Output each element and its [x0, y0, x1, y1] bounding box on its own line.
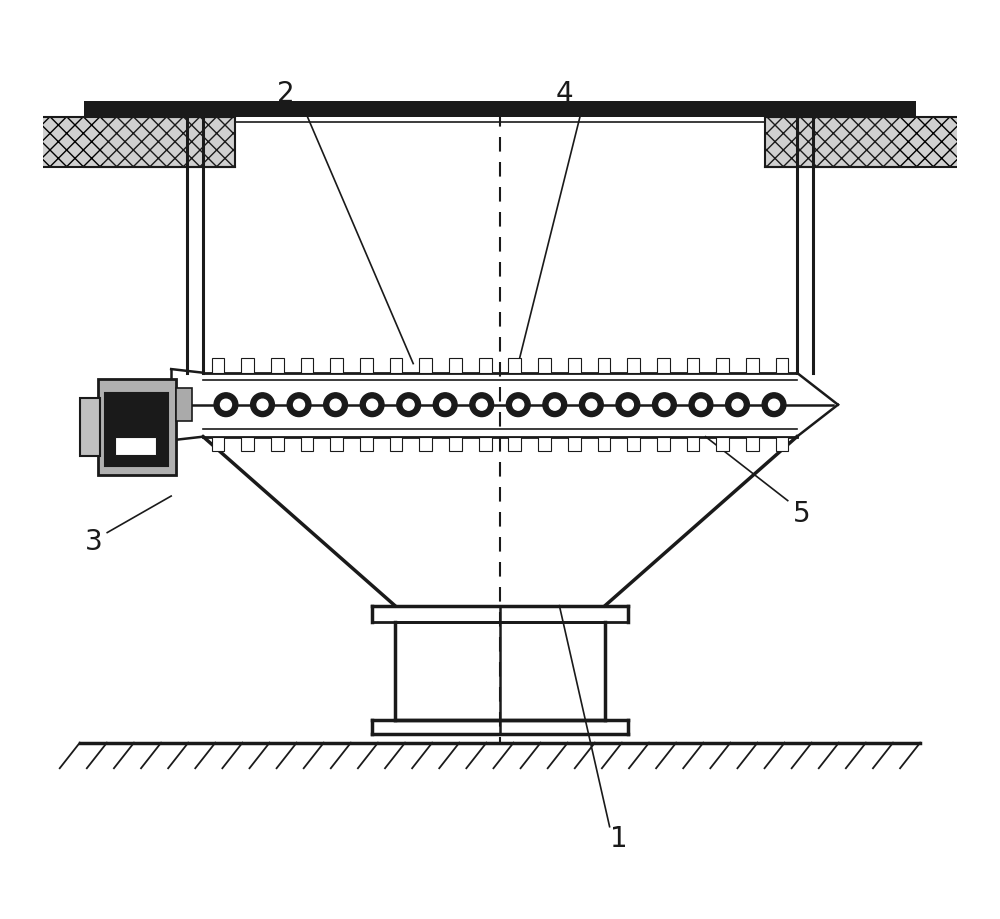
Circle shape — [513, 399, 524, 410]
Bar — [776, 358, 788, 373]
Bar — [627, 358, 640, 373]
Bar — [776, 437, 788, 451]
Bar — [301, 358, 313, 373]
Bar — [241, 437, 254, 451]
Bar — [105, 392, 168, 466]
Text: 3: 3 — [85, 528, 102, 556]
Bar — [627, 437, 640, 451]
Circle shape — [579, 392, 603, 416]
Bar — [43, 117, 103, 167]
Bar — [568, 437, 581, 451]
Bar — [98, 380, 176, 475]
Circle shape — [762, 392, 786, 416]
Bar — [508, 358, 521, 373]
Bar — [241, 358, 254, 373]
Circle shape — [506, 392, 530, 416]
Bar — [508, 437, 521, 451]
Bar — [360, 358, 373, 373]
Bar — [538, 437, 551, 451]
Bar — [716, 437, 729, 451]
Text: 1: 1 — [610, 824, 628, 853]
Circle shape — [214, 392, 238, 416]
Bar — [115, 437, 156, 455]
Bar — [657, 358, 670, 373]
Circle shape — [653, 392, 676, 416]
Bar — [390, 358, 402, 373]
Text: 4: 4 — [555, 80, 573, 108]
Bar — [419, 358, 432, 373]
Bar — [746, 358, 759, 373]
Circle shape — [287, 392, 311, 416]
Bar — [212, 358, 224, 373]
Bar — [84, 117, 235, 167]
Circle shape — [659, 399, 670, 410]
Bar — [598, 437, 610, 451]
Circle shape — [330, 399, 341, 410]
Bar — [897, 117, 1000, 167]
Circle shape — [433, 392, 457, 416]
Circle shape — [294, 399, 305, 410]
Bar — [449, 437, 462, 451]
Circle shape — [324, 392, 347, 416]
Circle shape — [367, 399, 378, 410]
Bar — [419, 437, 432, 451]
Circle shape — [549, 399, 560, 410]
Circle shape — [695, 399, 706, 410]
Bar — [479, 437, 492, 451]
Circle shape — [543, 392, 567, 416]
Bar — [80, 398, 100, 456]
Circle shape — [586, 399, 597, 410]
Bar — [360, 437, 373, 451]
Circle shape — [616, 392, 640, 416]
Circle shape — [220, 399, 231, 410]
Circle shape — [689, 392, 713, 416]
Circle shape — [470, 392, 494, 416]
Bar — [538, 358, 551, 373]
Circle shape — [732, 399, 743, 410]
Circle shape — [726, 392, 749, 416]
Bar — [390, 437, 402, 451]
Circle shape — [397, 392, 421, 416]
Circle shape — [251, 392, 274, 416]
Bar — [176, 388, 192, 421]
Bar — [598, 358, 610, 373]
Circle shape — [440, 399, 451, 410]
Circle shape — [257, 399, 268, 410]
Bar — [330, 437, 343, 451]
Bar — [84, 100, 916, 117]
Circle shape — [403, 399, 414, 410]
Bar — [449, 358, 462, 373]
Text: 2: 2 — [277, 80, 294, 108]
Bar — [301, 437, 313, 451]
Bar — [212, 437, 224, 451]
Bar — [271, 358, 284, 373]
Bar — [271, 437, 284, 451]
Bar — [687, 437, 699, 451]
Bar — [746, 437, 759, 451]
Circle shape — [476, 399, 487, 410]
Bar — [568, 358, 581, 373]
Circle shape — [769, 399, 780, 410]
Bar — [765, 117, 916, 167]
Circle shape — [360, 392, 384, 416]
Text: 5: 5 — [793, 500, 810, 528]
Circle shape — [622, 399, 633, 410]
Bar — [330, 358, 343, 373]
Bar — [687, 358, 699, 373]
Bar — [657, 437, 670, 451]
Bar — [716, 358, 729, 373]
Bar — [479, 358, 492, 373]
